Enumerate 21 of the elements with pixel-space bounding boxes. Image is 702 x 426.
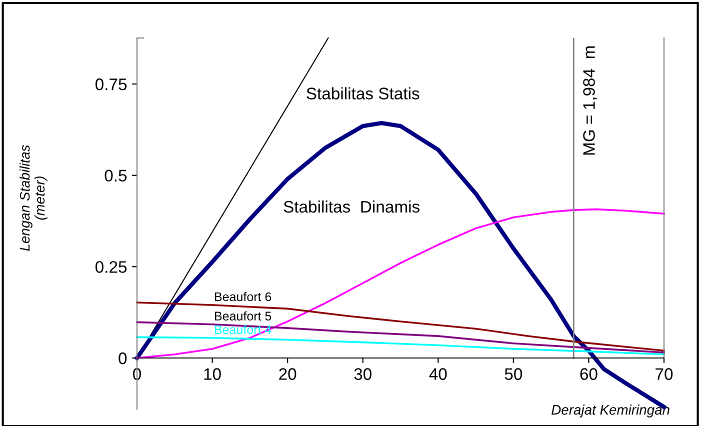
x-tick-label: 50 [504,368,522,380]
series-label: Beaufort 5 [215,311,272,321]
x-tick-label: 40 [429,368,447,380]
line-series [136,321,665,354]
y-tick-label: 0.75 [95,78,127,90]
x-tick-label: 60 [580,368,598,380]
x-axis-title: Derajat Kemiringan [552,404,670,418]
line-series [136,302,665,352]
y-axis-title: Lengan Stabilitas (meter) [20,145,48,251]
x-tick-label: 30 [354,368,372,380]
x-tick-label: 10 [204,368,221,380]
y-tick-label: 0.25 [95,261,127,273]
annotation: MG = 1,984 m [583,46,597,155]
x-tick-label: 70 [656,368,673,380]
annotation: Stabilitas Dinamis [284,200,420,213]
annotation: Stabilitas Statis [306,87,420,100]
y-tick-label: 0.5 [104,170,127,182]
series-label: Beaufort 6 [215,292,272,302]
x-tick-label: 20 [279,368,296,380]
line-series [136,336,665,356]
y-tick-label: 0 [118,352,127,364]
